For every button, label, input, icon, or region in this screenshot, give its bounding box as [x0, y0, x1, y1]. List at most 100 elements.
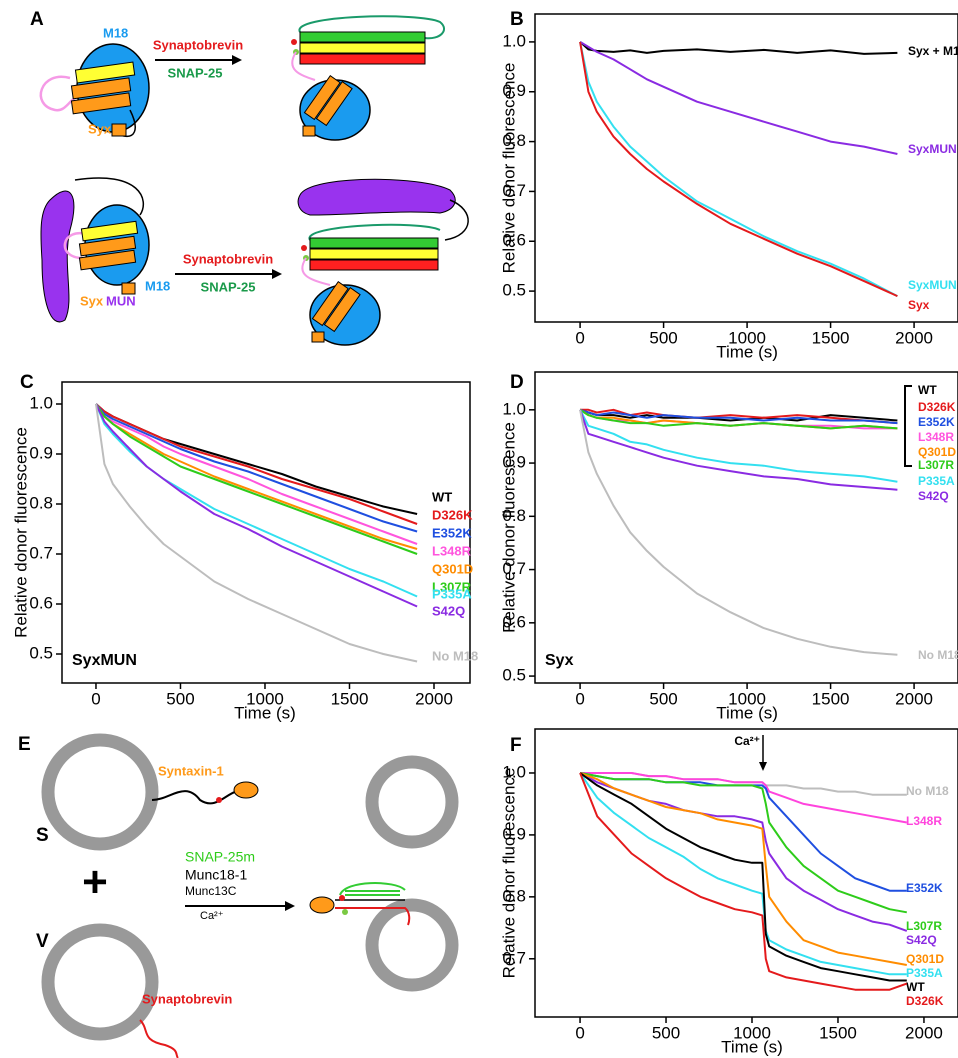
label-m18: M18 [145, 278, 170, 293]
x-tick-label: 1500 [331, 689, 369, 708]
series-line [580, 772, 907, 796]
series-label: E352K [432, 525, 472, 540]
panel-letter: F [510, 735, 522, 756]
x-tick-label: 1500 [812, 328, 850, 347]
series-line [579, 409, 898, 656]
series-label: S42Q [906, 933, 937, 947]
series-line [579, 41, 898, 155]
x-axis-label: Time (s) [721, 1037, 783, 1056]
y-axis-label: Relative donor fluorescence [11, 427, 30, 638]
x-tick-label: 1000 [728, 328, 766, 347]
series-line [579, 41, 898, 55]
series-label: S42Q [432, 603, 465, 618]
series-line [95, 403, 418, 533]
y-tick-label: 0.5 [502, 666, 526, 685]
series-label: D326K [432, 507, 473, 522]
series-line [95, 403, 418, 555]
series-label: L307R [906, 919, 942, 933]
arrow-label: Synaptobrevin [153, 37, 243, 52]
plus: + [82, 858, 108, 907]
series-line [579, 408, 898, 430]
x-tick-label: 2000 [895, 689, 933, 708]
series-line [579, 409, 898, 491]
label-m18: M18 [103, 25, 128, 40]
arrow-label: SNAP-25 [201, 279, 256, 294]
series-line [579, 41, 898, 297]
label-syx: Syx [88, 121, 112, 136]
plot-frame [534, 728, 958, 1018]
x-tick-label: 1500 [819, 1023, 857, 1042]
y-tick-label: 0.9 [29, 443, 53, 462]
panel-letter: C [20, 372, 34, 393]
series-label: SyxMUN + M18 [908, 142, 958, 156]
bracket [904, 385, 912, 467]
x-axis-label: Time (s) [234, 703, 296, 722]
y-tick-label: 1.0 [502, 399, 526, 418]
series-label: L348R [432, 543, 472, 558]
y-axis-label: Relative donor fluorescence [499, 422, 518, 633]
label-syntaxin: Syntaxin-1 [158, 763, 224, 778]
label-mun: MUN [106, 293, 136, 308]
series-label: L307R [918, 458, 954, 472]
label-v: V [36, 931, 49, 952]
panel-letter: A [30, 9, 44, 30]
panel-letter: B [510, 9, 524, 30]
series-line [579, 772, 907, 976]
series-label: E352K [918, 415, 955, 429]
series-label: No M18 [432, 648, 478, 663]
label-munc13: Munc13C [185, 884, 237, 898]
series-label: S42Q [918, 489, 949, 503]
label-munc18: Munc18-1 [185, 867, 247, 883]
y-tick-label: 0.8 [502, 886, 526, 905]
schematic-a [39, 15, 469, 346]
x-axis-label: Time (s) [716, 342, 778, 361]
annotation: Ca²⁺ [734, 734, 760, 748]
x-tick-label: 500 [649, 328, 677, 347]
series-label: SyxMUN [908, 278, 957, 292]
panel-letter: D [510, 372, 524, 393]
x-tick-label: 500 [652, 1023, 680, 1042]
y-tick-label: 1.0 [502, 762, 526, 781]
y-tick-label: 0.9 [502, 453, 526, 472]
arrow-label: SNAP-25 [168, 65, 223, 80]
y-tick-label: 0.6 [502, 231, 526, 250]
series-label: E352K [906, 881, 943, 895]
x-tick-label: 1000 [246, 689, 284, 708]
label-s: S [36, 825, 49, 846]
series-label: P335A [918, 474, 955, 488]
series-line [95, 403, 418, 515]
inset-label: SyxMUN [72, 652, 137, 669]
series-label: Q301D [906, 952, 944, 966]
series-line [579, 772, 907, 914]
series-line [579, 408, 898, 425]
y-tick-label: 0.9 [502, 81, 526, 100]
series-line [95, 403, 418, 598]
y-tick-label: 0.7 [502, 948, 526, 967]
series-label: Syx [908, 298, 930, 312]
series-line [579, 41, 898, 298]
series-label: WT [918, 383, 937, 397]
x-tick-label: 500 [166, 689, 194, 708]
y-tick-label: 0.8 [502, 131, 526, 150]
x-tick-label: 2000 [905, 1023, 943, 1042]
series-line [95, 403, 418, 663]
y-tick-label: 1.0 [29, 393, 53, 412]
schematic-e [41, 733, 459, 1058]
series-label: L348R [906, 814, 942, 828]
series-label: P335A [906, 966, 943, 980]
y-tick-label: 0.7 [502, 559, 526, 578]
series-label: Syx + M18 [908, 44, 958, 58]
y-tick-label: 1.0 [502, 31, 526, 50]
x-tick-label: 0 [575, 1023, 584, 1042]
series-label: D326K [906, 994, 944, 1008]
y-tick-label: 0.6 [502, 612, 526, 631]
label-snap25: SNAP-25m [185, 849, 255, 865]
x-tick-label: 1000 [728, 689, 766, 708]
panel-letter: E [18, 734, 31, 755]
series-line [95, 403, 418, 608]
label-ca: Ca²⁺ [200, 910, 224, 922]
series-line [579, 772, 907, 892]
inset-label: Syx [545, 652, 574, 669]
x-axis-label: Time (s) [716, 703, 778, 722]
